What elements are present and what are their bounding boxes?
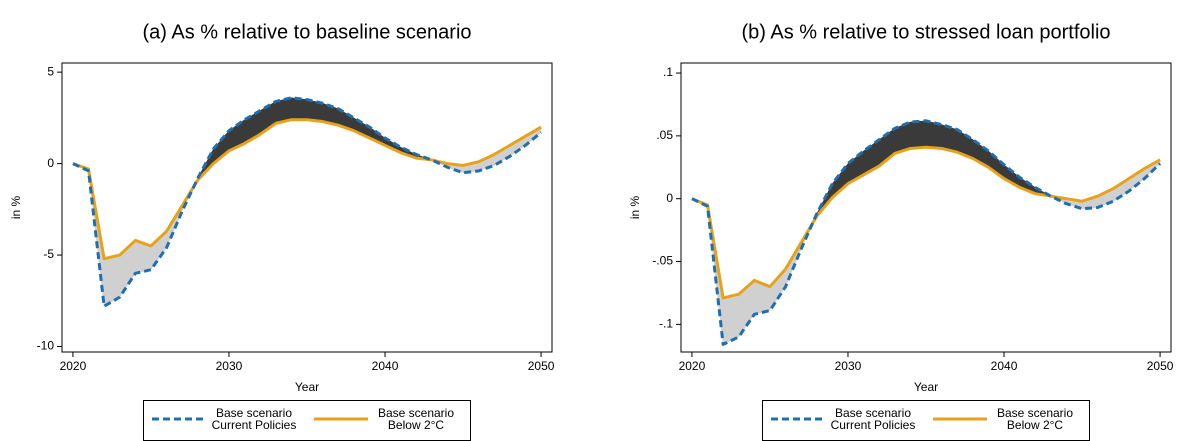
legend-item: Base scenario Below 2°C — [312, 404, 462, 434]
x-tick-label: 2050 — [528, 359, 555, 373]
x-tick-label: 2020 — [679, 359, 706, 373]
legend-item: Base scenario Current Policies — [769, 404, 919, 434]
legend-label: Base scenario Below 2°C — [996, 406, 1074, 432]
y-tick-label: .1 — [663, 65, 673, 79]
legend-item: Base scenario Current Policies — [150, 404, 300, 434]
legend: Base scenario Current Policies Base scena… — [762, 400, 1090, 441]
x-axis-title: Year — [914, 380, 938, 394]
series-line — [691, 119, 1162, 346]
plot-frame — [680, 62, 1172, 353]
x-tick-label: 2020 — [60, 359, 87, 373]
x-tick-label: 2030 — [835, 359, 862, 373]
y-tick-label: -.05 — [652, 254, 673, 268]
y-tick-label: .05 — [656, 128, 673, 142]
legend-swatch — [152, 417, 206, 421]
y-axis-title: in % — [628, 195, 642, 219]
gap-fill — [291, 97, 308, 120]
y-tick-label: -.1 — [659, 317, 673, 331]
y-tick-label: 5 — [47, 64, 54, 78]
legend-label: Base scenario Current Policies — [211, 406, 297, 432]
chart-title: (a) As % relative to baseline scenario — [142, 21, 471, 43]
series-line — [691, 145, 1161, 300]
y-tick-label: -5 — [43, 247, 54, 261]
x-axis-title: Year — [295, 380, 319, 394]
legend-item: Base scenario Below 2°C — [931, 404, 1081, 434]
legend-swatch — [314, 417, 368, 421]
x-tick-label: 2040 — [372, 359, 399, 373]
legend-label: Base scenario Current Policies — [830, 406, 916, 432]
chart-title: (b) As % relative to stressed loan portf… — [741, 21, 1110, 43]
legend-swatch — [933, 417, 987, 421]
x-tick-label: 2030 — [216, 359, 243, 373]
y-tick-label: 0 — [47, 156, 54, 170]
series-line — [72, 118, 542, 261]
x-tick-label: 2050 — [1147, 359, 1174, 373]
legend: Base scenario Current Policies Base scena… — [143, 400, 471, 441]
plot-frame — [61, 62, 553, 353]
legend-swatch — [771, 417, 825, 421]
legend-label: Base scenario Below 2°C — [377, 406, 455, 432]
x-tick-label: 2040 — [991, 359, 1018, 373]
y-tick-label: -10 — [37, 339, 55, 353]
y-axis-title: in % — [9, 195, 23, 219]
series-line — [72, 96, 543, 308]
y-tick-label: 0 — [666, 191, 673, 205]
gap-fill — [910, 120, 927, 149]
